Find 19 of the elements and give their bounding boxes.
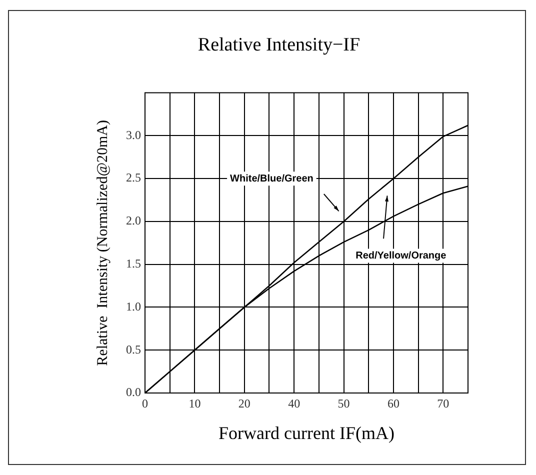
chart-title: Relative Intensity−IF: [198, 34, 360, 56]
y-axis-title: Relative Intensity (Normalized@20mA): [94, 120, 111, 366]
x-tick-label: 60: [387, 396, 400, 410]
x-axis-title: Forward current IF(mA): [218, 422, 394, 443]
y-tick-label: 1.5: [126, 256, 141, 270]
x-tick-label: 50: [338, 396, 350, 410]
x-tick-label: 20: [238, 396, 250, 410]
x-tick-label: 40: [288, 396, 300, 410]
y-tick-label: 3.0: [126, 128, 141, 142]
x-tick-label: 10: [188, 396, 201, 410]
x-tick-label: 70: [437, 396, 450, 410]
y-tick-label: 1.0: [126, 299, 141, 314]
y-tick-label: 2.5: [126, 170, 141, 185]
y-tick-label: 0.5: [126, 342, 141, 356]
y-tick-label: 0.0: [126, 385, 141, 400]
annotation: White/Blue/Green: [230, 173, 314, 184]
annotation: Red/Yellow/Orange: [356, 250, 447, 262]
y-tick-label: 2.0: [126, 214, 141, 228]
x-tick-label: 0: [142, 396, 148, 410]
